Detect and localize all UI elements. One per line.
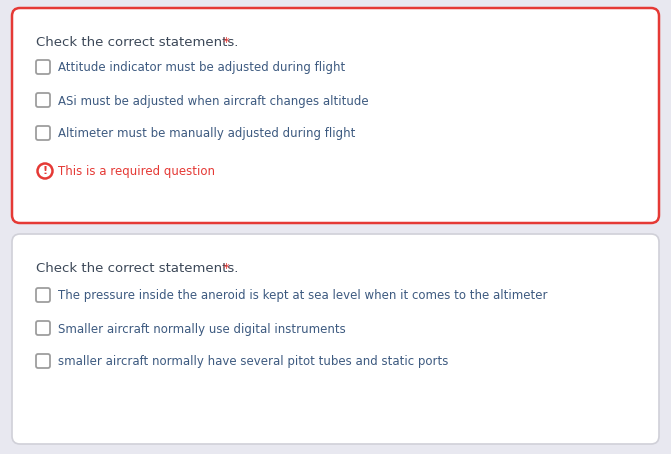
FancyBboxPatch shape (12, 8, 659, 223)
Text: Attitude indicator must be adjusted during flight: Attitude indicator must be adjusted duri… (58, 61, 346, 74)
Text: This is a required question: This is a required question (58, 164, 215, 178)
Text: The pressure inside the aneroid is kept at sea level when it comes to the altime: The pressure inside the aneroid is kept … (58, 290, 548, 302)
Text: Smaller aircraft normally use digital instruments: Smaller aircraft normally use digital in… (58, 322, 346, 336)
FancyBboxPatch shape (12, 234, 659, 444)
FancyBboxPatch shape (36, 288, 50, 302)
Text: *: * (223, 262, 229, 275)
Text: Check the correct statements.: Check the correct statements. (36, 36, 238, 49)
Text: Altimeter must be manually adjusted during flight: Altimeter must be manually adjusted duri… (58, 128, 356, 140)
Text: ASi must be adjusted when aircraft changes altitude: ASi must be adjusted when aircraft chang… (58, 94, 368, 108)
FancyBboxPatch shape (36, 60, 50, 74)
Text: !: ! (42, 166, 48, 176)
Text: Check the correct statements.: Check the correct statements. (36, 262, 238, 275)
Text: *: * (223, 36, 229, 49)
FancyBboxPatch shape (36, 354, 50, 368)
FancyBboxPatch shape (36, 126, 50, 140)
FancyBboxPatch shape (36, 321, 50, 335)
FancyBboxPatch shape (36, 93, 50, 107)
Text: smaller aircraft normally have several pitot tubes and static ports: smaller aircraft normally have several p… (58, 355, 448, 369)
